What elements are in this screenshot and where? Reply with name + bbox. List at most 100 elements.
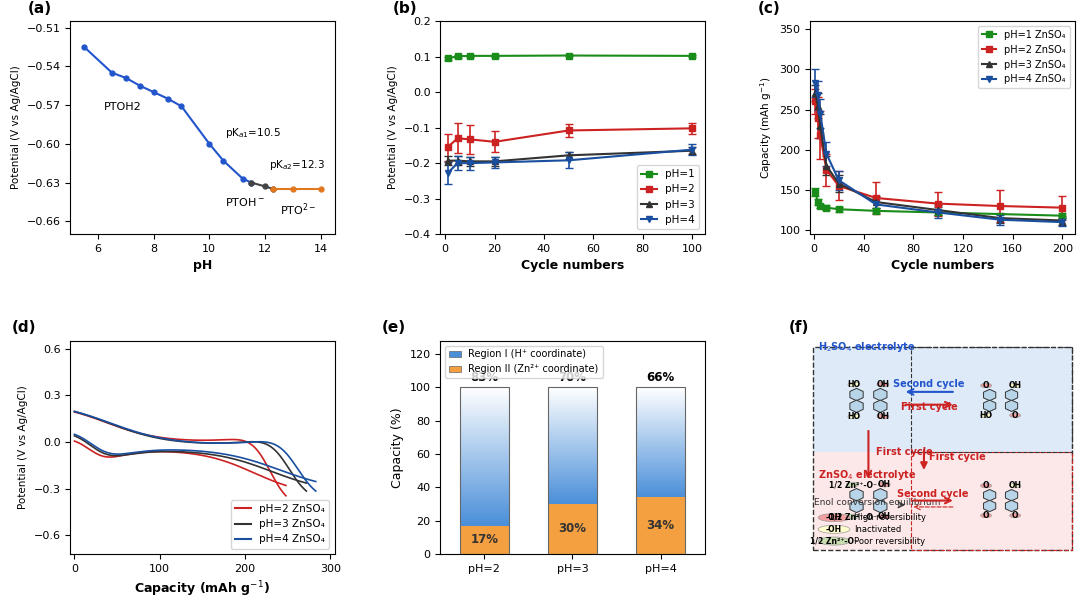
Bar [460,432,509,433]
Bar [460,479,509,480]
Bar [460,397,509,398]
Bar [460,387,509,554]
X-axis label: Capacity (mAh g$^{-1}$): Capacity (mAh g$^{-1}$) [134,579,270,599]
Bar [460,505,509,506]
Text: OH: OH [1009,381,1022,390]
Bar [460,513,509,514]
Text: (a): (a) [28,1,52,16]
Bar [460,488,509,489]
Ellipse shape [1010,483,1021,488]
Bar [460,491,509,492]
Bar [460,469,509,470]
Bar [460,393,509,394]
Bar [460,508,509,509]
Text: -OH: -OH [826,513,842,522]
Text: 34%: 34% [647,519,675,532]
Bar [460,453,509,454]
Bar [549,387,596,554]
Text: OH: OH [877,412,890,421]
Text: H$_2$SO$_4$ electrolyte: H$_2$SO$_4$ electrolyte [819,340,916,355]
Bar [460,427,509,428]
Bar [460,492,509,493]
Polygon shape [984,489,996,501]
Text: Second cycle: Second cycle [897,489,969,500]
Bar [460,422,509,423]
Bar [460,392,509,393]
Text: 70%: 70% [558,371,586,384]
Bar [460,507,509,508]
Bar [460,516,509,517]
Bar [460,463,509,464]
Text: Poor reversibility: Poor reversibility [854,536,926,545]
Polygon shape [874,500,887,513]
Bar [460,525,509,526]
Bar [460,460,509,461]
Bar [460,458,509,459]
Text: HO: HO [848,412,861,421]
Bar [460,462,509,463]
Bar [460,449,509,450]
Y-axis label: Capacity (%): Capacity (%) [391,407,404,488]
Polygon shape [1005,489,1017,501]
Polygon shape [1005,389,1017,401]
Bar [460,468,509,469]
Bar [460,434,509,435]
Bar [549,504,596,554]
Bar [460,438,509,439]
Bar [460,412,509,413]
Text: pK$_{a1}$=10.5: pK$_{a1}$=10.5 [225,126,281,140]
Legend: pH=2 ZnSO₄, pH=3 ZnSO₄, pH=4 ZnSO₄: pH=2 ZnSO₄, pH=3 ZnSO₄, pH=4 ZnSO₄ [231,500,329,548]
Text: High reversibility: High reversibility [854,513,926,522]
Bar [460,387,509,388]
Ellipse shape [819,514,850,522]
Bar [460,414,509,415]
Bar [460,403,509,404]
Bar [460,446,509,447]
Ellipse shape [878,482,890,487]
Bar [460,490,509,491]
Bar [460,509,509,510]
Ellipse shape [819,526,850,533]
Ellipse shape [848,414,860,419]
Text: First cycle: First cycle [929,452,986,462]
Text: O: O [1012,511,1018,520]
Bar [460,443,509,444]
Text: (d): (d) [12,320,37,335]
Bar [460,433,509,434]
Bar [460,502,509,503]
Text: Second cycle: Second cycle [893,379,964,388]
Bar [460,467,509,468]
Bar [460,404,509,405]
Ellipse shape [981,483,991,488]
Y-axis label: Potential (V vs Ag/AgCl): Potential (V vs Ag/AgCl) [18,385,28,509]
Bar [460,409,509,410]
Text: (f): (f) [789,320,810,335]
Bar [460,445,509,446]
Bar [460,524,509,525]
Polygon shape [1005,400,1017,412]
Ellipse shape [981,514,991,518]
Bar [460,423,509,424]
Bar [460,436,509,437]
Polygon shape [874,388,887,401]
Bar [460,394,509,395]
Bar [460,495,509,496]
Bar [460,482,509,483]
Polygon shape [984,389,996,401]
Bar [460,506,509,507]
Bar [460,477,509,478]
Bar [460,452,509,453]
Polygon shape [850,500,863,513]
Bar [460,430,509,431]
Bar [460,407,509,408]
Bar [460,464,509,465]
Bar [460,437,509,438]
Bar [460,440,509,441]
Text: First cycle: First cycle [876,447,933,457]
Bar [460,448,509,449]
Text: PTOH2: PTOH2 [104,102,141,112]
Polygon shape [850,488,863,501]
Bar [460,413,509,414]
Bar [460,410,509,411]
Bar [460,465,509,466]
